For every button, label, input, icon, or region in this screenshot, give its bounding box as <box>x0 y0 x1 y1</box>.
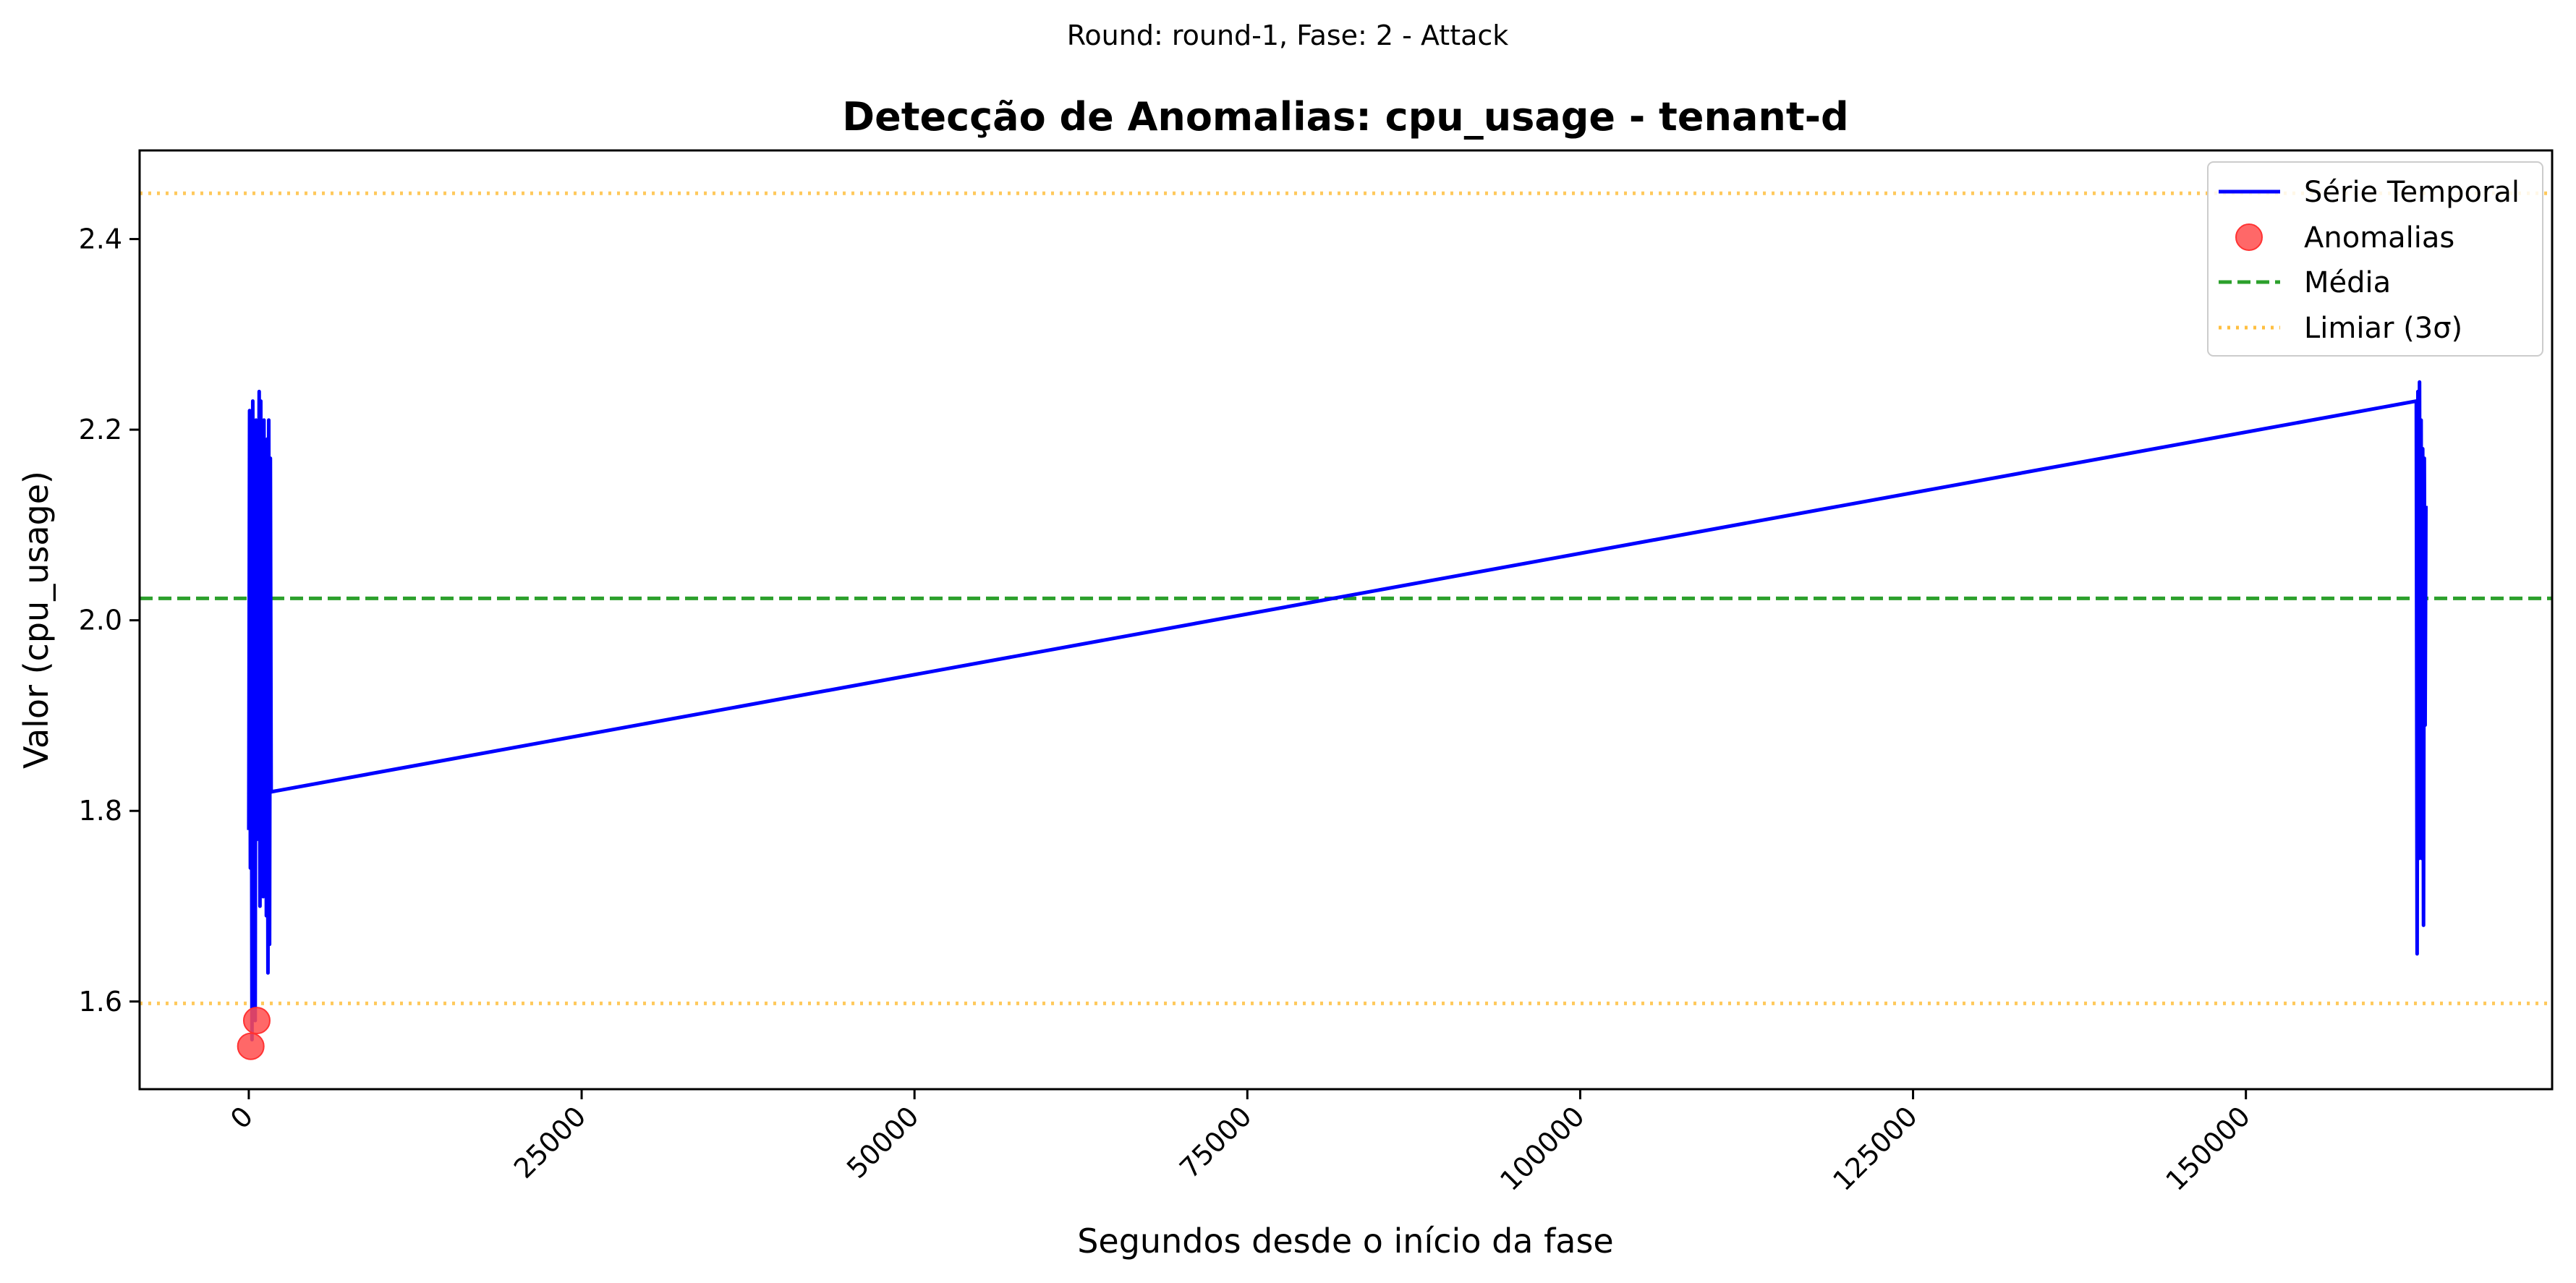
anomaly-points <box>237 1007 271 1060</box>
x-tick-label: 50000 <box>841 1100 925 1185</box>
x-tick-label: 0 <box>224 1100 259 1135</box>
plot-frame <box>138 149 2554 1091</box>
y-tick-label: 2.4 <box>79 223 122 255</box>
anomaly-point-1 <box>242 1007 271 1035</box>
x-axis-ticks: 0 25000 50000 75000 100000 125000 150000 <box>224 1089 2256 1197</box>
time-series-group <box>247 380 2428 1041</box>
y-tick-label: 2.0 <box>79 605 122 636</box>
y-tick-label: 1.6 <box>79 986 122 1018</box>
legend: Série Temporal Anomalias Média Limiar (3… <box>2207 161 2543 357</box>
legend-anomalies-label: Anomalias <box>2304 221 2454 255</box>
legend-anomalies-swatch <box>2235 223 2263 251</box>
series-line-0 <box>247 380 2428 1041</box>
legend-box <box>2207 161 2543 357</box>
legend-mean-label: Média <box>2304 266 2391 299</box>
x-tick-label: 100000 <box>1494 1100 1591 1197</box>
x-tick-label: 75000 <box>1173 1100 1258 1185</box>
x-tick-label: 150000 <box>2159 1100 2256 1197</box>
x-tick-label: 25000 <box>508 1100 592 1185</box>
threshold-lines <box>140 191 2552 1005</box>
legend-threshold-label: Limiar (3σ) <box>2304 312 2462 345</box>
y-tick-label: 1.8 <box>79 795 122 827</box>
x-axis-label: Segundos desde o início da fase <box>1077 1222 1614 1261</box>
anomaly-point-0 <box>237 1032 265 1060</box>
x-tick-label: 125000 <box>1827 1100 1924 1197</box>
chart-suptitle: Round: round-1, Fase: 2 - Attack <box>1067 20 1509 51</box>
y-tick-label: 2.2 <box>79 414 122 446</box>
chart-title: Detecção de Anomalias: cpu_usage - tenan… <box>842 94 1848 140</box>
y-axis-ticks: 1.6 1.8 2.0 2.2 2.4 <box>79 223 140 1018</box>
legend-series-label: Série Temporal <box>2304 176 2520 209</box>
y-axis-label: Valor (cpu_usage) <box>17 471 56 769</box>
